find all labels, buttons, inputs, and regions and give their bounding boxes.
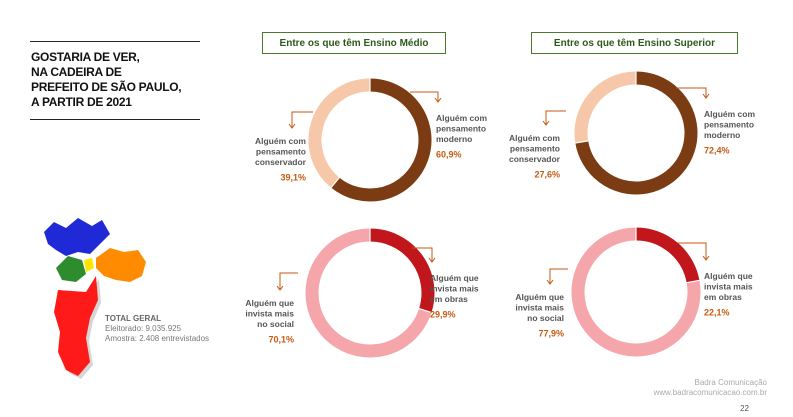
donut-2-arrow-right-head [428, 257, 436, 263]
column-header-ensino-superior: Entre os que têm Ensino Superior [531, 32, 738, 54]
donut-3-separator-1 [686, 279, 700, 284]
totals-electorate: Eleitorado: 9.035.925 [105, 324, 182, 333]
donut-2-slice-1-label: Alguém que invista mais no social [245, 298, 294, 329]
column-header-ensino-medio: Entre os que têm Ensino Médio [262, 32, 446, 54]
donut-1-separator-1 [575, 140, 589, 144]
title-rule-bottom [30, 119, 200, 120]
donut-0-arrow-left-head [288, 123, 296, 129]
donut-2-slice-1-value: 70,1% [268, 335, 294, 345]
donut-2-separator-1 [418, 308, 432, 314]
donut-0-slice-0 [331, 78, 432, 202]
map-region-south [54, 276, 98, 376]
footer-company: Badra Comunicação [694, 378, 767, 387]
donut-1-slice-0-label: Alguém com pensamento moderno [704, 109, 755, 140]
donut-3-slice-0-value: 22,1% [704, 308, 730, 318]
donut-3-slice-0-label: Alguém que invista mais em obras [704, 271, 753, 302]
donut-2-arrow-right [412, 247, 433, 262]
donut-2-slice-0-value: 29,9% [430, 310, 456, 320]
donut-3-slice-1-label: Alguém que invista mais no social [515, 292, 564, 323]
footer: Badra Comunicação www.badracomunicacao.c… [654, 378, 767, 398]
donut-1-slice-1-label: Alguém com pensamento conservador [509, 133, 561, 164]
donut-0-slice-1-label: Alguém com pensamento conservador [255, 136, 307, 167]
donut-1-slice-1-value: 27,6% [534, 170, 560, 180]
donut-3-arrow-left-head [546, 279, 554, 285]
donut-3-slice-1-value: 77,9% [538, 329, 564, 339]
donut-3-arrow-left [549, 268, 568, 284]
page-number: 22 [740, 404, 749, 413]
map-region-west [56, 256, 86, 282]
donut-0-slice-0-value: 60,9% [436, 150, 462, 160]
donut-0-arrow-left [291, 111, 313, 128]
donut-2-slice-0-label: Alguém que invista mais em obras [430, 273, 479, 304]
title-rule-top [30, 41, 200, 42]
donut-3-slice-1 [571, 227, 701, 357]
map-region-center [84, 258, 94, 272]
totals-heading: TOTAL GERAL [105, 314, 161, 323]
donut-1-slice-1 [574, 71, 637, 143]
totals-block: TOTAL GERAL Eleitorado: 9.035.925 Amostr… [105, 314, 209, 344]
donut-2-arrow-left [279, 272, 298, 290]
page-title: GOSTARIA DE VER, NA CADEIRA DE PREFEITO … [31, 50, 182, 109]
donut-2-slice-1 [305, 228, 432, 358]
donut-0-slice-1 [308, 78, 371, 188]
donut-0-slice-0-label: Alguém com pensamento moderno [436, 113, 487, 144]
donut-1-arrow-left-head [542, 120, 550, 126]
donut-1-arrow-right-head [702, 93, 710, 99]
donut-3-slice-0 [635, 227, 700, 283]
donut-1-arrow-right [676, 87, 707, 98]
donut-0-arrow-right [410, 91, 439, 102]
donut-3-arrow-right-head [702, 255, 710, 261]
totals-sample: Amostra: 2.408 entrevistados [105, 334, 210, 343]
donut-3-arrow-right [678, 242, 707, 260]
map-region-east [96, 248, 146, 282]
map-region-north [44, 218, 110, 256]
donut-0-slice-1-value: 39,1% [280, 173, 306, 183]
donut-0-separator-1 [330, 177, 340, 189]
donut-1-arrow-left [545, 110, 566, 125]
donut-2-slice-0 [369, 228, 435, 313]
donut-2-arrow-left-head [276, 285, 284, 291]
donut-1-slice-0-value: 72,4% [704, 146, 730, 156]
sao-paulo-zones-map [38, 210, 160, 380]
donut-0-arrow-right-head [434, 97, 442, 103]
donut-1-slice-0 [575, 71, 698, 195]
footer-url: www.badracomunicacao.com.br [653, 388, 767, 397]
